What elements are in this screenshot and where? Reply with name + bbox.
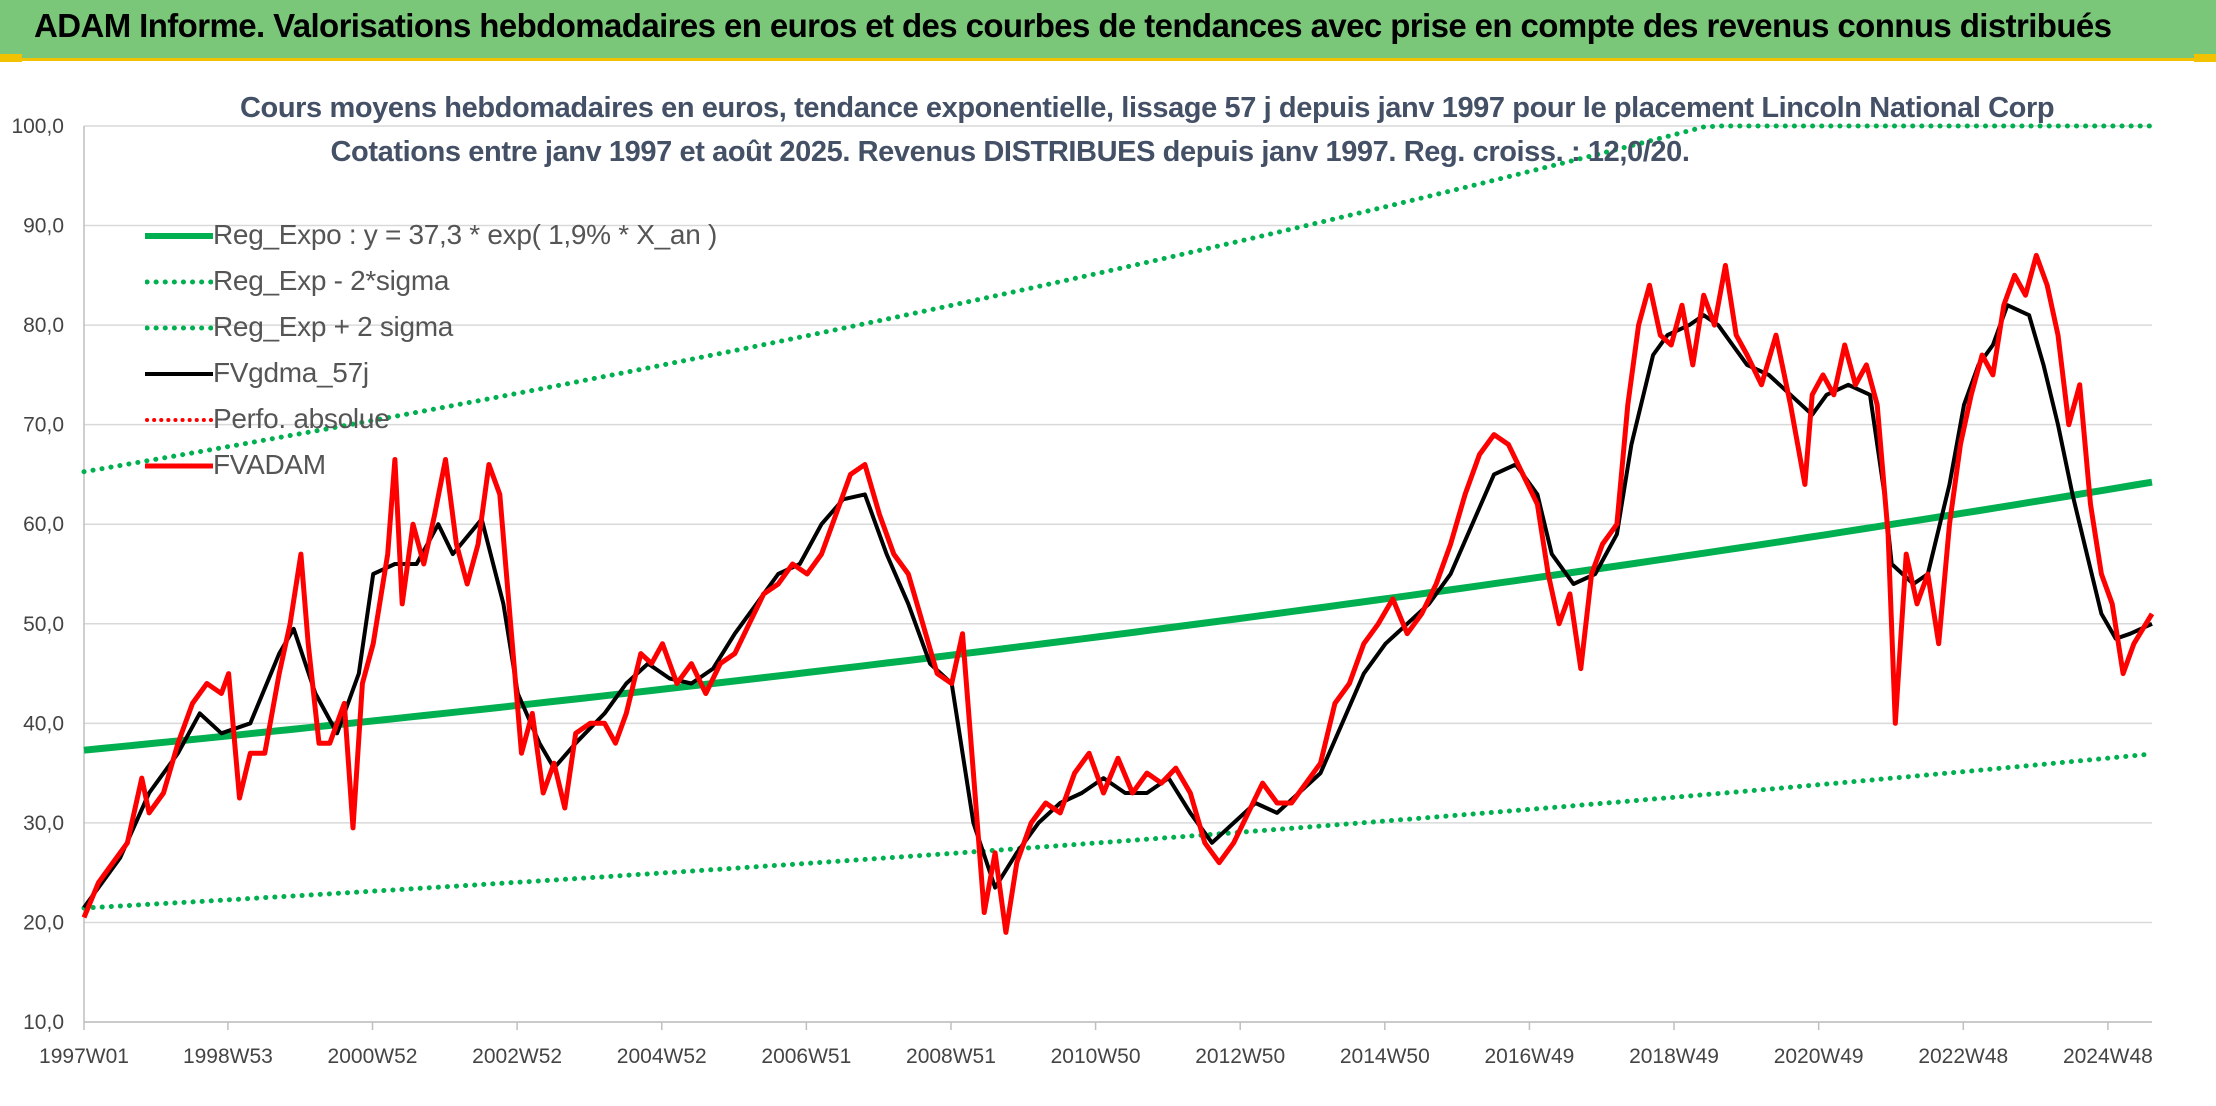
x-tick-label: 2012W50 <box>1195 1045 1285 1068</box>
x-tick-label: 2002W52 <box>472 1045 562 1068</box>
x-tick-label: 2016W49 <box>1484 1045 1574 1068</box>
x-tick-label: 2020W49 <box>1774 1045 1864 1068</box>
legend-label-perfo: Perfo. absolue <box>213 403 390 434</box>
y-tick-label: 100,0 <box>11 115 64 138</box>
x-tick-label: 2008W51 <box>906 1045 996 1068</box>
chart-area: 10,0 20,0 30,0 40,0 50,0 60,0 70,0 80,0 90,0 100,… <box>0 62 2216 1106</box>
legend-label-reg-high: Reg_Exp + 2 sigma <box>213 311 454 342</box>
x-tick-label: 1998W53 <box>183 1045 273 1068</box>
series-reg-expo <box>83 478 2153 754</box>
legend-swatch-perfo <box>145 418 213 422</box>
legend-item-perfo: Perfo. absolue <box>145 401 745 447</box>
y-tick-label: 70,0 <box>23 414 64 437</box>
legend-label-reg-low: Reg_Exp - 2*sigma <box>213 265 450 296</box>
y-tick-label: 60,0 <box>23 513 64 536</box>
chart-subtitle: Cotations entre janv 1997 et août 2025. … <box>330 136 1690 168</box>
x-tick-label: 2022W48 <box>1918 1045 2008 1068</box>
y-tick-label: 20,0 <box>23 911 64 934</box>
report-title: ADAM Informe. Valorisations hebdomadaire… <box>34 7 2112 44</box>
corner-accent-left <box>0 54 22 62</box>
legend-item-reg-high: Reg_Exp + 2 sigma <box>145 309 745 355</box>
legend-swatch-fvadam <box>145 463 213 469</box>
legend-swatch-fvgdma <box>145 372 213 376</box>
x-tick-label: 2024W48 <box>2063 1045 2153 1068</box>
corner-accent-right <box>2194 54 2216 62</box>
y-tick-label: 50,0 <box>23 613 64 636</box>
y-tick-label: 80,0 <box>23 314 64 337</box>
y-tick-label: 40,0 <box>23 712 64 735</box>
x-tick-label: 2006W51 <box>761 1045 851 1068</box>
legend-swatch-reg-expo <box>145 233 213 239</box>
y-tick-label: 10,0 <box>23 1011 64 1034</box>
x-tick-label: 2014W50 <box>1340 1045 1430 1068</box>
y-tick-label: 90,0 <box>23 215 64 238</box>
series-reg-exp-minus-2sigma <box>81 751 2155 911</box>
legend-item-reg-expo: Reg_Expo : y = 37,3 * exp( 1,9% * X_an ) <box>145 217 745 263</box>
legend-item-fvgdma: FVgdma_57j <box>145 355 745 401</box>
legend-label-fvadam: FVADAM <box>213 449 326 480</box>
legend-label-fvgdma: FVgdma_57j <box>213 357 369 388</box>
x-tick-label: 2010W50 <box>1051 1045 1141 1068</box>
legend-label-reg-expo: Reg_Expo : y = 37,3 * exp( 1,9% * X_an ) <box>213 219 717 250</box>
chart-legend: Reg_Expo : y = 37,3 * exp( 1,9% * X_an )… <box>145 217 745 493</box>
report-banner: ADAM Informe. Valorisations hebdomadaire… <box>0 0 2216 61</box>
chart-canvas: 10,0 20,0 30,0 40,0 50,0 60,0 70,0 80,0 90,0 100,… <box>11 115 2155 1068</box>
series-reg-exp-plus-2sigma <box>81 123 2155 475</box>
chart-title: Cours moyens hebdomadaires en euros, ten… <box>240 92 2055 124</box>
legend-item-reg-low: Reg_Exp - 2*sigma <box>145 263 745 309</box>
series-fvadam <box>81 252 2155 935</box>
legend-item-fvadam: FVADAM <box>145 447 745 493</box>
x-tick-label: 2000W52 <box>328 1045 418 1068</box>
x-tick-label: 2004W52 <box>617 1045 707 1068</box>
legend-swatch-reg-high <box>145 325 213 331</box>
x-tick-label: 2018W49 <box>1629 1045 1719 1068</box>
x-tick-label: 1997W01 <box>39 1045 129 1068</box>
legend-swatch-reg-low <box>145 279 213 285</box>
y-tick-label: 30,0 <box>23 812 64 835</box>
